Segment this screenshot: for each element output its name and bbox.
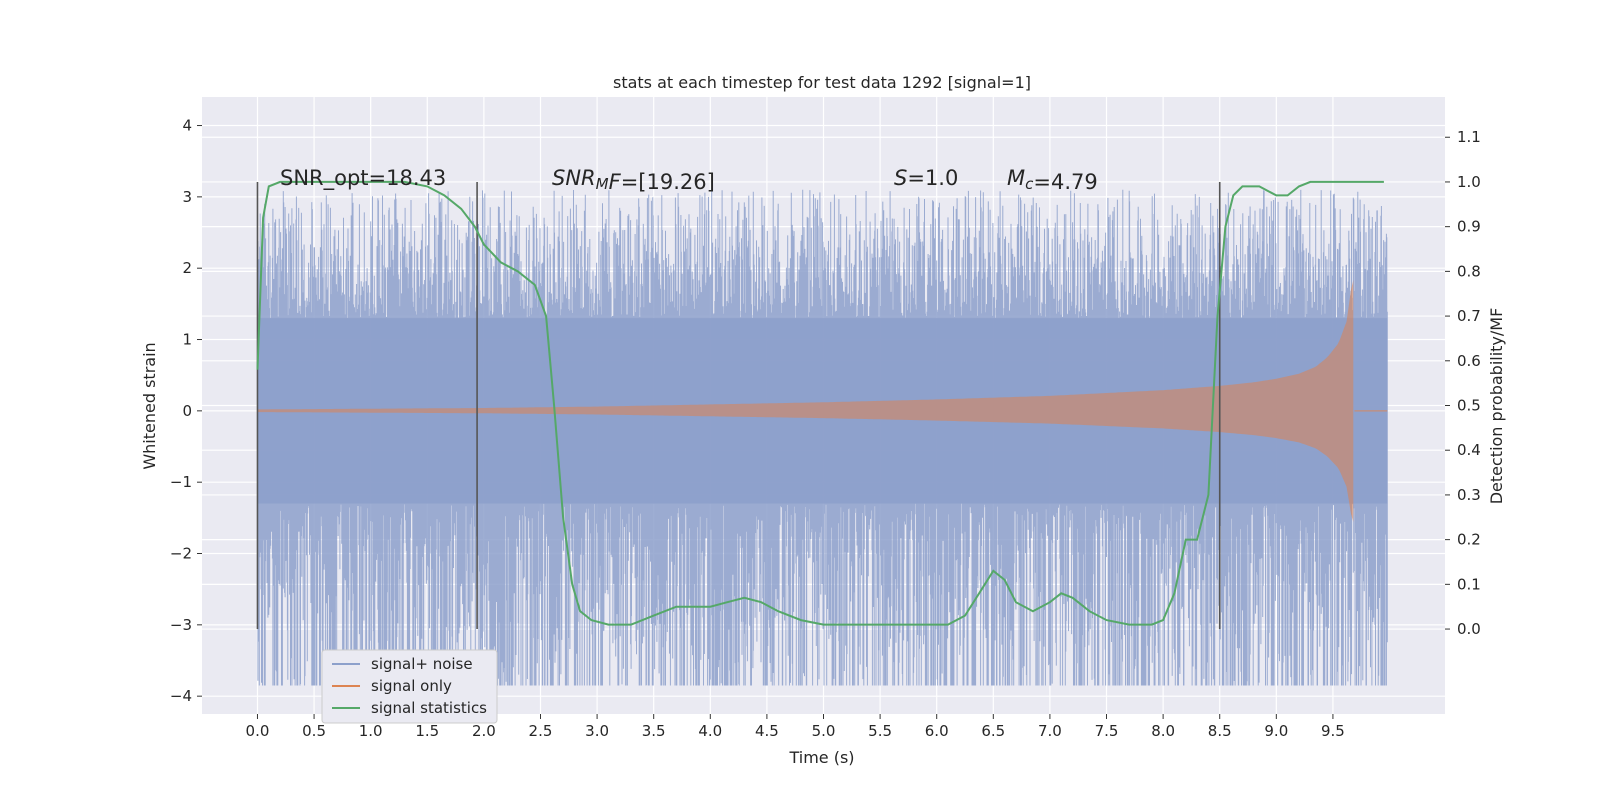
legend-label-signal-statistics: signal statistics [371, 699, 487, 717]
x-axis-title: Time (s) [788, 748, 854, 767]
x-tick-label: 1.5 [415, 722, 439, 740]
x-tick-label: 2.0 [472, 722, 496, 740]
y2-tick-label: 0.1 [1457, 575, 1481, 593]
y2-tick-label: 0.9 [1457, 218, 1481, 236]
chirp-envelope [257, 280, 1354, 522]
y-tick-label: −1 [170, 473, 192, 491]
y-tick-label: 4 [182, 117, 192, 135]
y2-tick-label: 0.6 [1457, 352, 1481, 370]
x-tick-label: 5.0 [812, 722, 836, 740]
y2-axis-title: Detection probability/MF [1487, 308, 1506, 505]
tick-labels: 0.0 0.5 1.0 1.5 2.0 2.5 3.0 3.5 4.0 4.5 5.0 5.5 6.0 6… [170, 117, 1481, 740]
signal-only-series [257, 280, 1388, 522]
x-tick-label: 0.0 [246, 722, 270, 740]
y-tick-label: 0 [182, 402, 192, 420]
x-tick-label: 1.0 [359, 722, 383, 740]
annotation-part: M [1007, 166, 1025, 190]
legend-label-signal-noise: signal+ noise [371, 655, 473, 673]
vertical-markers [256, 181, 1221, 630]
x-tick-label: 6.5 [981, 722, 1005, 740]
legend-box [321, 649, 498, 724]
x-tick-label: 9.0 [1264, 722, 1288, 740]
x-tick-label: 8.5 [1208, 722, 1232, 740]
annotation-part: S [894, 166, 907, 190]
y-tick-label: −2 [170, 545, 192, 563]
y2-tick-label: 0.3 [1457, 486, 1481, 504]
x-tick-label: 0.5 [302, 722, 326, 740]
y-tick-label: −3 [170, 616, 192, 634]
annotation-part: c [1025, 175, 1034, 193]
y-tick-label: −4 [170, 687, 192, 705]
x-tick-label: 8.0 [1151, 722, 1175, 740]
x-tick-label: 9.5 [1321, 722, 1345, 740]
y2-tick-label: 0.4 [1457, 441, 1481, 459]
x-tick-label: 7.5 [1095, 722, 1119, 740]
signal-statistics-line [256, 180, 1384, 626]
annotation-part: M [596, 175, 609, 193]
annotation-part: =4.79 [1033, 170, 1097, 194]
y-tick-label: 2 [182, 259, 192, 277]
x-tick-label: 3.0 [585, 722, 609, 740]
annotation-4: Mc=4.79 [1007, 166, 1098, 194]
y-tick-label: 3 [182, 188, 192, 206]
signal-statistics-series [256, 180, 1384, 626]
y-axis-title: Whitened strain [140, 342, 159, 469]
annotation-1: SNR_opt=18.43 [280, 166, 446, 191]
x-tick-label: 2.5 [529, 722, 553, 740]
legend: signal+ noise signal only signal statist… [321, 649, 498, 724]
y2-tick-label: 0.0 [1457, 620, 1481, 638]
y2-tick-label: 0.2 [1457, 531, 1481, 549]
annotation-3: S=1.0 [894, 166, 958, 190]
annotation-part: =1.0 [907, 166, 958, 190]
x-tick-label: 5.5 [868, 722, 892, 740]
x-tick-label: 4.0 [698, 722, 722, 740]
annotations: SNR_opt=18.43 SNRMF=[19.26] S=1.0 Mc=4.79 [280, 166, 1098, 194]
y-tick-label: 1 [182, 331, 192, 349]
x-tick-label: 7.0 [1038, 722, 1062, 740]
y2-tick-label: 0.5 [1457, 397, 1481, 415]
y2-tick-label: 0.7 [1457, 307, 1481, 325]
annotation-2: SNRMF=[19.26] [552, 166, 715, 194]
y2-tick-label: 1.0 [1457, 173, 1481, 191]
annotation-part: SNR [552, 166, 596, 190]
x-tick-label: 3.5 [642, 722, 666, 740]
x-tick-label: 4.5 [755, 722, 779, 740]
annotation-part: F [609, 170, 622, 194]
chart-title: stats at each timestep for test data 129… [613, 73, 1031, 92]
y2-tick-label: 1.1 [1457, 128, 1481, 146]
x-tick-label: 6.0 [925, 722, 949, 740]
annotation-part: =[19.26] [621, 170, 715, 194]
y2-tick-label: 0.8 [1457, 262, 1481, 280]
legend-label-signal-only: signal only [371, 677, 452, 695]
